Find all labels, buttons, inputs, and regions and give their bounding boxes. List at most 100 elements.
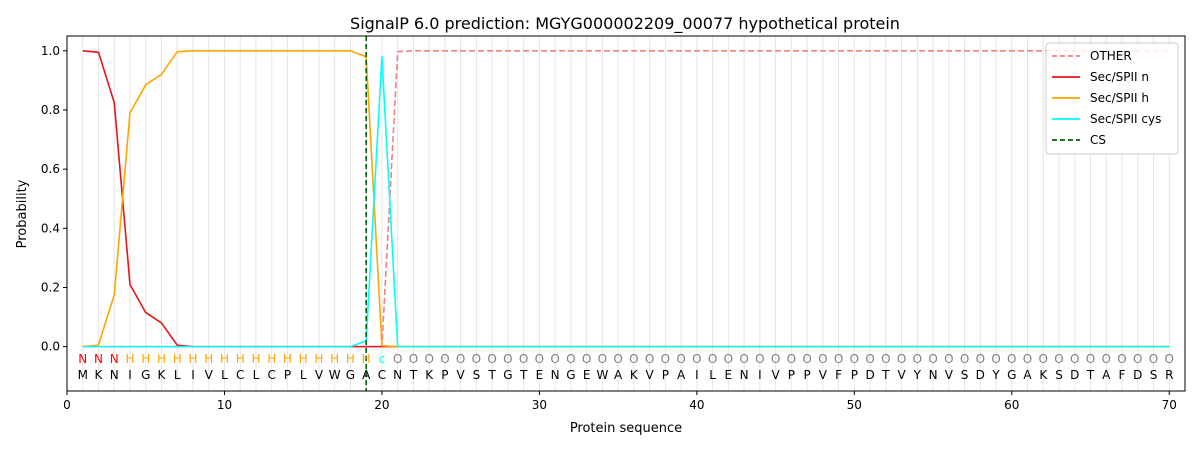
- region-label: N: [78, 352, 87, 366]
- amino-acid-label: A: [1023, 368, 1032, 382]
- region-label: H: [157, 352, 166, 366]
- amino-acid-label: C: [268, 368, 276, 382]
- amino-acid-label: W: [596, 368, 608, 382]
- amino-acid-label: F: [835, 368, 842, 382]
- amino-acid-label: L: [300, 368, 307, 382]
- amino-acid-label: I: [128, 368, 132, 382]
- region-label: O: [1117, 352, 1126, 366]
- legend-box: [1045, 42, 1179, 155]
- region-label: O: [519, 352, 528, 366]
- plot-frame: [66, 35, 1186, 392]
- x-axis-label: Protein sequence: [570, 421, 682, 436]
- region-label: O: [393, 352, 402, 366]
- legend-label: CS: [1090, 133, 1106, 147]
- amino-acid-label: G: [503, 368, 512, 382]
- amino-acid-label: D: [865, 368, 874, 382]
- y-tick-label: 0.0: [41, 340, 60, 354]
- amino-acid-label: S: [961, 368, 969, 382]
- amino-acid-label: I: [191, 368, 195, 382]
- amino-acid-label: I: [695, 368, 699, 382]
- legend-label: OTHER: [1090, 49, 1132, 63]
- region-label: O: [1149, 352, 1158, 366]
- region-label: O: [755, 352, 764, 366]
- amino-acid-label: L: [221, 368, 228, 382]
- region-label: O: [881, 352, 890, 366]
- chart-title: SignalP 6.0 prediction: MGYG000002209_00…: [350, 14, 900, 34]
- region-label: H: [330, 352, 339, 366]
- amino-acid-label: P: [662, 368, 669, 382]
- amino-acid-label: R: [1165, 368, 1173, 382]
- amino-acid-label: V: [457, 368, 466, 382]
- region-label: O: [897, 352, 906, 366]
- amino-acid-label: L: [709, 368, 716, 382]
- region-label: O: [708, 352, 717, 366]
- x-tick-label: 60: [1004, 398, 1019, 412]
- amino-acid-label: T: [519, 368, 528, 382]
- region-label: c: [379, 352, 386, 366]
- amino-acid-label: K: [1039, 368, 1048, 382]
- region-label: O: [676, 352, 685, 366]
- legend: OTHER Sec/SPII n Sec/SPII h Sec/SPII cys CS: [1045, 42, 1179, 155]
- region-label: O: [1133, 352, 1142, 366]
- amino-acid-label: T: [487, 368, 496, 382]
- amino-acid-label: S: [1055, 368, 1063, 382]
- amino-acid-label: V: [771, 368, 780, 382]
- region-label: O: [802, 352, 811, 366]
- region-label: O: [424, 352, 433, 366]
- y-tick-label: 0.2: [41, 280, 60, 294]
- grid-lines: [82, 36, 1170, 391]
- amino-acid-label: N: [551, 368, 560, 382]
- region-label: H: [188, 352, 197, 366]
- amino-acid-label: P: [441, 368, 448, 382]
- region-label: H: [141, 352, 150, 366]
- region-label: O: [1070, 352, 1079, 366]
- region-label: O: [865, 352, 874, 366]
- region-label: H: [125, 352, 134, 366]
- legend-label: Sec/SPII cys: [1090, 112, 1161, 126]
- amino-acid-label: V: [897, 368, 906, 382]
- region-label: O: [629, 352, 638, 366]
- y-tick-label: 1.0: [41, 44, 60, 58]
- region-label: O: [487, 352, 496, 366]
- region-label: O: [613, 352, 622, 366]
- amino-acid-label: T: [881, 368, 890, 382]
- amino-acid-label: D: [976, 368, 985, 382]
- amino-acid-label: G: [1007, 368, 1016, 382]
- amino-acid-label: G: [141, 368, 150, 382]
- amino-acid-label: A: [614, 368, 623, 382]
- region-label: O: [913, 352, 922, 366]
- region-label: O: [1007, 352, 1016, 366]
- amino-acid-label: G: [566, 368, 575, 382]
- amino-acid-label: V: [315, 368, 324, 382]
- region-label: O: [598, 352, 607, 366]
- amino-acid-label: K: [95, 368, 104, 382]
- amino-acid-label: V: [205, 368, 214, 382]
- amino-acid-label: N: [393, 368, 402, 382]
- y-axis-label: Probability: [15, 179, 30, 248]
- amino-acid-label: N: [929, 368, 938, 382]
- region-label: O: [818, 352, 827, 366]
- region-label: O: [1039, 352, 1048, 366]
- amino-acid-label: A: [677, 368, 686, 382]
- amino-acid-label: P: [284, 368, 291, 382]
- region-label: H: [251, 352, 260, 366]
- amino-acid-label: P: [788, 368, 795, 382]
- region-label: H: [314, 352, 323, 366]
- region-label: H: [204, 352, 213, 366]
- region-label: O: [472, 352, 481, 366]
- region-label: O: [739, 352, 748, 366]
- region-label: O: [409, 352, 418, 366]
- amino-acid-label: E: [536, 368, 544, 382]
- amino-acid-label: V: [819, 368, 828, 382]
- amino-acid-label: Y: [991, 368, 1000, 382]
- region-label: O: [960, 352, 969, 366]
- region-label: O: [1054, 352, 1063, 366]
- legend-label: Sec/SPII h: [1090, 91, 1149, 105]
- amino-acid-label: L: [253, 368, 260, 382]
- amino-acid-label: S: [473, 368, 481, 382]
- x-tick-label: 0: [63, 398, 71, 412]
- amino-acid-label: V: [945, 368, 954, 382]
- region-label: N: [110, 352, 119, 366]
- x-tick-label: 20: [374, 398, 389, 412]
- amino-acid-label: C: [236, 368, 244, 382]
